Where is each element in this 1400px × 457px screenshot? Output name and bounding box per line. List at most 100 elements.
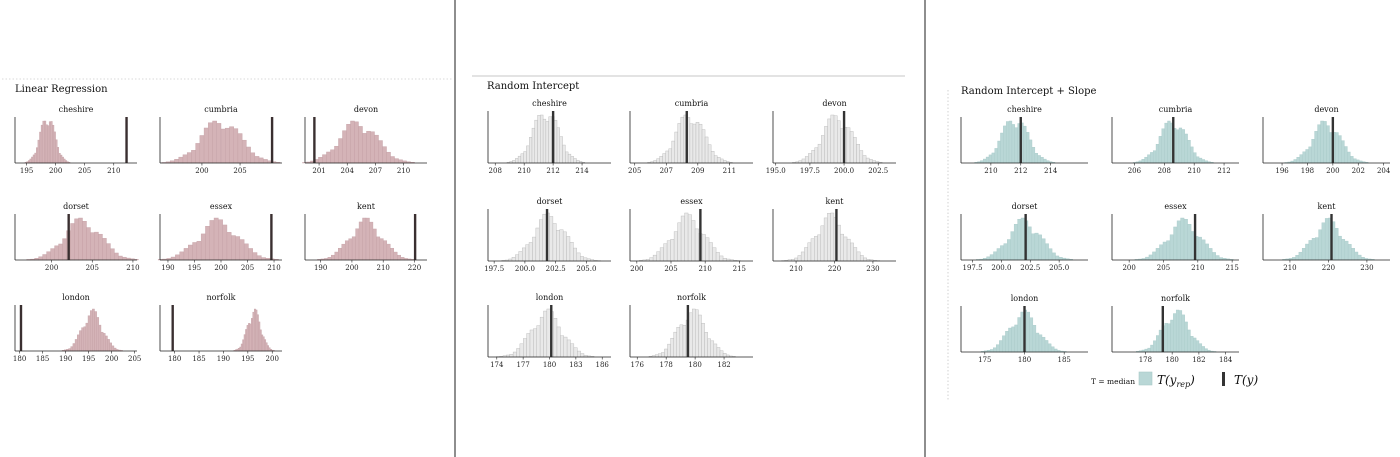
hist-bar — [1023, 125, 1027, 164]
x-tick-label: 214 — [575, 167, 589, 175]
hist-bar — [341, 243, 346, 261]
hist-bar — [525, 244, 530, 262]
x-tick-label: 190 — [314, 264, 327, 272]
hist-bar — [1175, 309, 1180, 353]
x-tick-label: 177 — [516, 361, 529, 369]
x-tick-label: 215 — [733, 265, 746, 273]
hist-bar — [566, 236, 571, 262]
hist-bar — [1301, 248, 1306, 261]
panel-random-intercept: Random Intercept cheshire 208 210 212 214 cum… — [472, 75, 905, 369]
hist-bar — [1167, 323, 1171, 353]
hist-bar — [1351, 248, 1355, 261]
x-tick-label: 215 — [1225, 264, 1238, 272]
hist-bar — [398, 159, 403, 164]
hist-bar — [256, 314, 259, 352]
hist-bar — [1181, 314, 1185, 353]
hist-bar — [715, 252, 720, 262]
hist-bar — [98, 324, 102, 352]
x-tick-label: 230 — [866, 265, 879, 273]
facet-cumbria: cumbria 206 208 210 212 — [1111, 105, 1239, 175]
hist-bar — [355, 228, 360, 261]
hist-bar — [209, 220, 215, 261]
hist-bar — [267, 345, 269, 352]
hist-bar — [1201, 239, 1206, 261]
hist-bar — [1156, 335, 1160, 353]
hist-bar — [170, 256, 176, 261]
hist-bar — [537, 115, 541, 164]
hist-bar — [237, 133, 243, 164]
hist-bar — [701, 322, 705, 358]
hist-bar — [1031, 147, 1036, 164]
x-tick-label: 196 — [1275, 167, 1289, 175]
hist-bar — [1044, 243, 1049, 261]
hist-bar — [1150, 152, 1154, 164]
hist-bar — [36, 147, 39, 164]
hist-bar — [370, 131, 375, 164]
hist-bar — [680, 215, 685, 262]
hist-bar — [859, 150, 864, 164]
facet-devon: devon 201 204 207 210 — [302, 105, 427, 175]
legend-rep-swatch — [1138, 371, 1153, 386]
hist-bar — [1148, 254, 1153, 261]
hist-bar — [1159, 244, 1164, 261]
hist-bar — [34, 152, 37, 164]
facet-title: dorset — [537, 197, 564, 206]
hist-bar — [713, 155, 718, 164]
hist-bar — [58, 153, 61, 164]
hist-bar — [242, 339, 245, 352]
hist-bar — [1178, 310, 1183, 353]
hist-bar — [246, 146, 251, 164]
hist-bar — [1043, 158, 1047, 164]
x-tick-label: 205 — [241, 264, 254, 272]
hist-bar — [195, 143, 201, 164]
hist-bar — [344, 240, 349, 261]
hist-bar — [46, 251, 51, 261]
hist-bar — [1295, 255, 1300, 261]
hist-bar — [553, 318, 558, 358]
hist-bar — [351, 236, 356, 261]
hist-bar — [1323, 121, 1327, 164]
hist-bar — [656, 251, 661, 262]
hist-bar — [70, 223, 75, 261]
x-tick-label: 212 — [1014, 167, 1027, 175]
hist-bar — [200, 233, 206, 261]
hist-bar — [118, 255, 123, 261]
hist-bar — [1010, 231, 1015, 261]
hist-bar — [86, 227, 91, 261]
hist-bar — [1347, 151, 1351, 164]
x-tick-label: 185 — [1058, 356, 1071, 364]
hist-bar — [993, 347, 997, 353]
hist-bar — [1296, 157, 1300, 164]
hist-bar — [243, 243, 249, 261]
x-tick-label: 178 — [659, 361, 672, 369]
facet-london: london 174 177 180 183 186 — [487, 293, 611, 369]
hist-bar — [379, 238, 384, 261]
hist-bar — [539, 219, 543, 262]
hist-bar — [122, 256, 127, 261]
facet-grid: cheshire 208 210 212 214 cumbria 205 207 209 211 d… — [484, 99, 896, 369]
hist-bar — [1000, 245, 1005, 261]
hist-bar — [1055, 255, 1060, 261]
hist-bar — [996, 248, 1001, 261]
hist-bar — [526, 145, 530, 164]
hist-bar — [1007, 239, 1011, 261]
hist-bar — [213, 217, 219, 261]
hist-bar — [54, 245, 59, 261]
hist-bar — [849, 131, 854, 164]
hist-bar — [673, 331, 677, 358]
hist-bar — [1152, 251, 1157, 261]
hist-bar — [1167, 120, 1171, 164]
x-tick-label: 220 — [1322, 264, 1335, 272]
hist-bar — [546, 308, 551, 358]
hist-bar — [684, 212, 689, 262]
hist-bar — [1000, 132, 1004, 164]
hist-bar — [233, 128, 239, 164]
hist-bar — [87, 315, 91, 352]
hist-bar — [1314, 131, 1318, 164]
hist-bar — [1308, 146, 1312, 164]
hist-bar — [366, 130, 371, 164]
hist-bar — [1196, 156, 1200, 164]
facet-title: cumbria — [675, 99, 709, 108]
hist-bar — [671, 140, 675, 164]
